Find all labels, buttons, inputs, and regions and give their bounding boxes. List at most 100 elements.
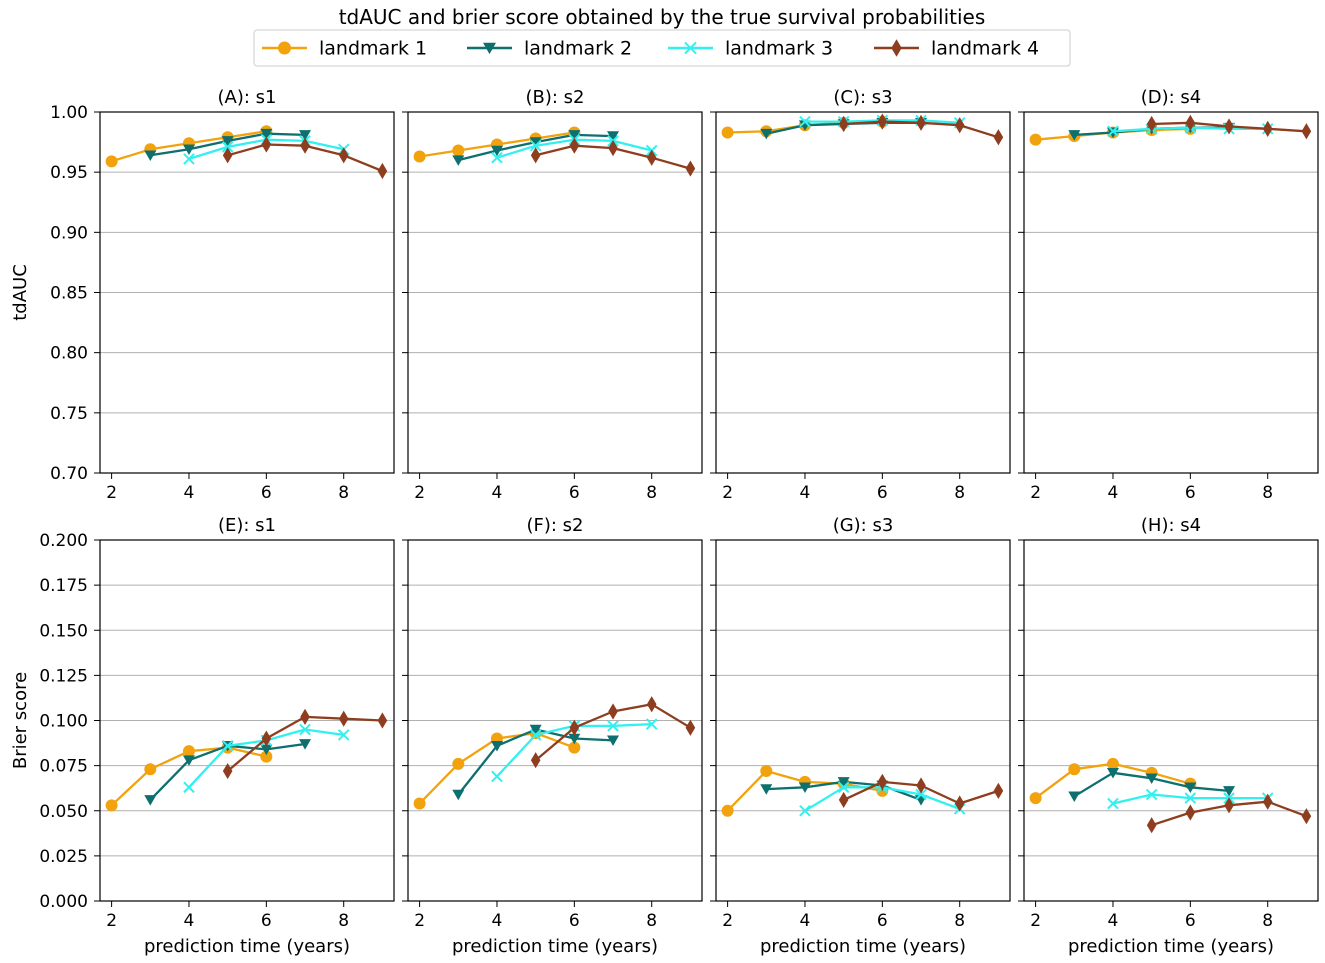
series-landmark-2 xyxy=(452,724,620,801)
x-tick-label: 2 xyxy=(106,911,117,931)
x-tick-label: 6 xyxy=(261,483,272,503)
y-tick-label: 0.200 xyxy=(39,531,88,551)
x-tick-label: 2 xyxy=(722,483,733,503)
y-tick-label: 0.75 xyxy=(50,404,88,424)
data-point-landmark-2 xyxy=(182,755,195,766)
data-point-landmark-4 xyxy=(530,752,541,769)
x-tick-label: 6 xyxy=(877,483,888,503)
data-point-landmark-3 xyxy=(337,729,350,741)
legend-marker-1 xyxy=(278,41,291,55)
data-point-landmark-4 xyxy=(1185,804,1196,821)
series-landmark-4 xyxy=(222,136,388,180)
data-point-landmark-2 xyxy=(490,145,503,157)
data-point-landmark-4 xyxy=(1262,120,1273,137)
x-tick-label: 8 xyxy=(646,911,657,931)
data-point-landmark-3 xyxy=(1184,792,1197,804)
data-point-landmark-4 xyxy=(1146,817,1157,834)
legend-marker-4 xyxy=(891,39,902,57)
data-point-landmark-1 xyxy=(105,799,118,812)
data-point-landmark-3 xyxy=(645,718,658,730)
panel-title: (E): s1 xyxy=(218,515,276,536)
data-point-landmark-4 xyxy=(608,140,618,157)
data-point-landmark-3 xyxy=(299,723,311,736)
data-point-landmark-4 xyxy=(646,696,657,713)
data-point-landmark-4 xyxy=(569,137,580,154)
data-point-landmark-3 xyxy=(529,139,542,152)
series-landmark-4 xyxy=(838,773,1004,812)
x-tick-label: 4 xyxy=(184,911,195,931)
data-point-landmark-2 xyxy=(798,782,811,793)
data-point-landmark-2 xyxy=(1184,782,1197,793)
data-point-landmark-3 xyxy=(799,115,811,128)
series-landmark-4 xyxy=(838,113,1004,146)
x-tick-label: 2 xyxy=(414,483,425,503)
x-tick-label: 2 xyxy=(1030,911,1041,931)
data-point-landmark-4 xyxy=(530,147,541,164)
data-point-landmark-1 xyxy=(452,144,465,157)
data-point-landmark-4 xyxy=(685,719,696,736)
series-landmark-4 xyxy=(1146,114,1312,140)
data-point-landmark-2 xyxy=(260,744,273,756)
data-point-landmark-4 xyxy=(993,129,1004,146)
panel-title: (B): s2 xyxy=(525,87,584,108)
data-point-landmark-4 xyxy=(377,162,388,180)
x-tick-label: 4 xyxy=(492,911,503,931)
data-point-landmark-3 xyxy=(915,788,927,801)
x-axis-label: prediction time (years) xyxy=(1068,936,1274,957)
x-tick-label: 6 xyxy=(569,483,580,503)
x-tick-label: 2 xyxy=(722,911,733,931)
data-point-landmark-3 xyxy=(529,729,542,741)
data-point-landmark-3 xyxy=(221,141,234,153)
panel-1: 0.70 0.75 0.80 0.85 0.90 0.95 1.00 2 4 6 8 (A): s1 t… xyxy=(10,87,395,503)
series-landmark-4 xyxy=(1146,793,1312,834)
data-point-landmark-4 xyxy=(377,712,388,729)
x-tick-label: 6 xyxy=(1185,911,1196,931)
y-tick-label: 0.000 xyxy=(39,892,88,912)
panel-title: (A): s1 xyxy=(218,87,277,108)
data-point-landmark-4 xyxy=(300,137,310,154)
data-point-landmark-1 xyxy=(1068,763,1081,776)
legend-label-2: landmark 2 xyxy=(524,38,632,60)
data-point-landmark-2 xyxy=(1068,130,1081,141)
x-tick-label: 4 xyxy=(492,483,503,503)
data-point-landmark-2 xyxy=(299,739,312,750)
data-point-landmark-3 xyxy=(1145,788,1158,801)
data-point-landmark-3 xyxy=(221,739,234,752)
data-point-landmark-1 xyxy=(760,765,773,778)
data-point-landmark-4 xyxy=(300,708,310,725)
data-point-landmark-4 xyxy=(838,791,849,809)
legend-marker-3 xyxy=(684,41,697,55)
x-tick-label: 8 xyxy=(338,911,349,931)
legend: landmark 1 landmark 2 landmark 3 landmark 4 xyxy=(253,29,1071,67)
axes-frame xyxy=(1023,111,1319,474)
data-point-landmark-4 xyxy=(916,114,926,131)
data-point-landmark-1 xyxy=(413,150,426,163)
y-tick-label: 0.125 xyxy=(39,666,88,686)
x-tick-label: 8 xyxy=(646,483,657,503)
data-point-landmark-1 xyxy=(1106,757,1119,770)
axes-frame xyxy=(407,111,703,474)
x-tick-label: 4 xyxy=(800,911,811,931)
data-point-landmark-4 xyxy=(1301,123,1312,140)
panel-title: (G): s3 xyxy=(833,515,894,536)
legend-marker-2 xyxy=(483,42,496,55)
x-tick-label: 6 xyxy=(261,911,272,931)
data-point-landmark-4 xyxy=(222,147,233,164)
y-tick-label: 0.075 xyxy=(39,757,88,777)
panel-6: 2 4 6 8 (F): s2 prediction time (years) xyxy=(402,515,703,957)
series-landmark-1 xyxy=(105,741,273,812)
data-point-landmark-4 xyxy=(261,730,272,747)
data-point-landmark-4 xyxy=(338,710,349,727)
data-point-landmark-3 xyxy=(1107,125,1119,138)
series-landmark-2 xyxy=(144,128,312,162)
panel-2: 2 4 6 8 (B): s2 xyxy=(402,87,703,503)
data-point-landmark-2 xyxy=(144,795,157,806)
axes-frame xyxy=(715,111,1011,474)
data-point-landmark-2 xyxy=(568,130,581,141)
y-tick-label: 1.00 xyxy=(50,103,88,123)
y-tick-label: 0.100 xyxy=(39,712,88,732)
data-point-landmark-4 xyxy=(877,113,888,130)
x-tick-label: 6 xyxy=(1185,483,1196,503)
panel-title: (C): s3 xyxy=(833,87,892,108)
legend-frame xyxy=(253,29,1071,67)
